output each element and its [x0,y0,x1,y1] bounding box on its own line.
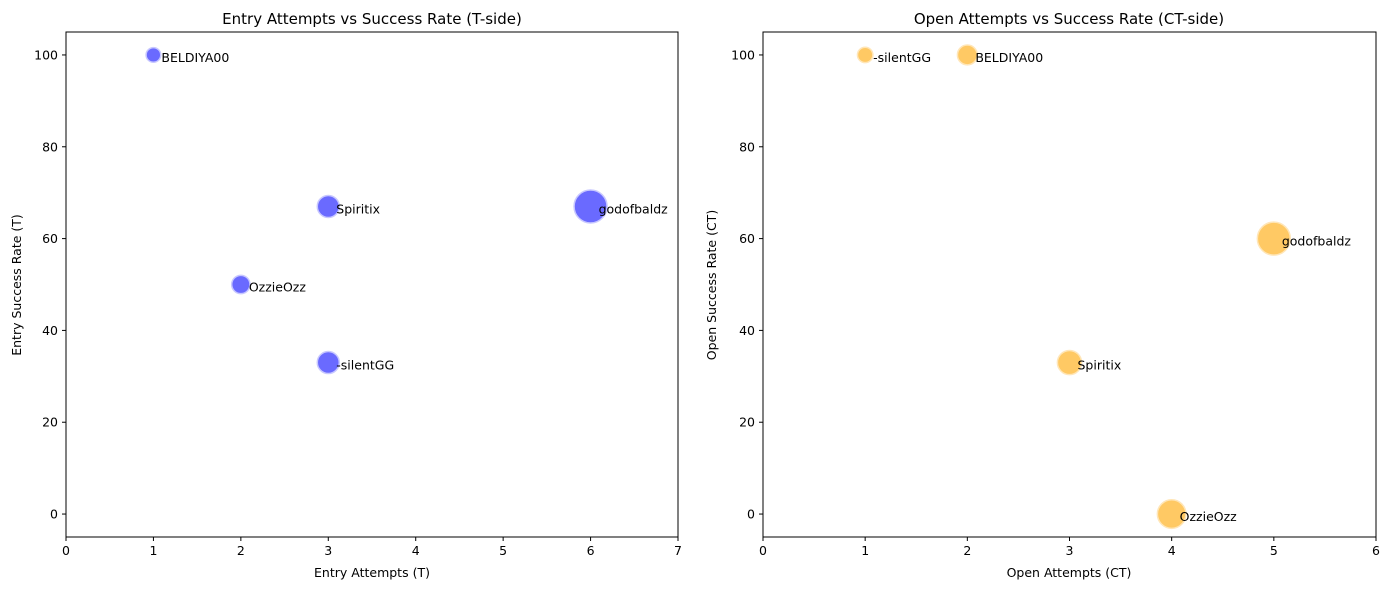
right-chart-x-tick-label: 6 [1372,543,1380,558]
right-chart-x-tick-label: 3 [1066,543,1074,558]
right-chart-x-axis-label: Open Attempts (CT) [1007,565,1132,580]
left-chart-title: Entry Attempts vs Success Rate (T-side) [222,10,522,28]
right-chart: Open Attempts vs Success Rate (CT-side) … [704,10,1380,580]
left-chart-point-label: godofbaldz [599,201,669,216]
left-chart-point-label: OzzieOzz [249,280,307,295]
left-chart-point-label: -silentGG [336,358,394,373]
right-chart-bubble [856,46,874,64]
right-chart-point-label: -silentGG [873,50,931,65]
left-chart-point-label: BELDIYA00 [161,50,229,65]
right-chart-y-tick-label: 40 [739,323,755,338]
left-chart-x-tick-label: 0 [62,543,70,558]
left-chart-bubble [145,46,162,64]
left-chart-x-tick-label: 6 [587,543,595,558]
right-chart-y-tick-label: 100 [731,47,755,62]
right-chart-frame [762,31,1377,538]
right-chart-y-axis-label: Open Success Rate (CT) [704,210,719,360]
left-chart-y-tick-label: 60 [42,231,58,246]
left-chart-y-tick-label: 20 [42,415,58,430]
left-chart-frame [65,31,679,538]
left-chart-point-label: Spiritix [336,201,380,216]
right-chart-point-label: BELDIYA00 [975,50,1043,65]
left-chart-bubble [316,350,341,375]
left-chart-bubble [316,194,341,219]
left-chart-plot-area: 0 1 2 3 4 5 6 7 0 20 40 60 80 100 BELDIYA00 Spiritix god… [34,31,682,558]
left-chart-x-tick-label: 3 [324,543,332,558]
right-chart-y-tick-label: 60 [739,231,755,246]
left-chart-x-tick-label: 7 [674,543,682,558]
right-chart-y-tick-label: 0 [747,507,755,522]
right-chart-bubble [1156,498,1187,530]
left-chart-bubble [573,189,608,224]
right-chart-x-tick-label: 4 [1168,543,1176,558]
left-chart-x-tick-label: 1 [149,543,157,558]
right-chart-x-tick-label: 1 [861,543,869,558]
left-chart-y-tick-label: 80 [42,139,58,154]
right-chart-bubble [1256,221,1292,256]
left-chart-y-axis-label: Entry Success Rate (T) [9,214,24,356]
right-chart-point-label: Spiritix [1078,358,1122,373]
right-chart-y-tick-label: 20 [739,415,755,430]
right-chart-x-tick-label: 2 [963,543,971,558]
right-chart-x-tick-label: 0 [759,543,767,558]
left-chart-y-tick-label: 0 [50,507,58,522]
left-chart-y-tick-label: 40 [42,323,58,338]
left-chart-x-tick-label: 2 [237,543,245,558]
right-chart-y-tick-label: 80 [739,139,755,154]
left-chart-x-tick-label: 5 [499,543,507,558]
left-chart-bubble [230,274,251,295]
right-chart-point-label: godofbaldz [1282,234,1352,249]
right-chart-x-tick-label: 5 [1270,543,1278,558]
left-chart: Entry Attempts vs Success Rate (T-side) … [9,10,682,580]
left-chart-y-tick-label: 100 [34,47,58,62]
right-chart-bubble [1056,349,1083,376]
right-chart-point-label: OzzieOzz [1180,509,1238,524]
left-chart-x-tick-label: 4 [412,543,420,558]
right-chart-title: Open Attempts vs Success Rate (CT-side) [914,10,1224,28]
left-chart-x-axis-label: Entry Attempts (T) [314,565,430,580]
right-chart-bubble [956,44,978,66]
